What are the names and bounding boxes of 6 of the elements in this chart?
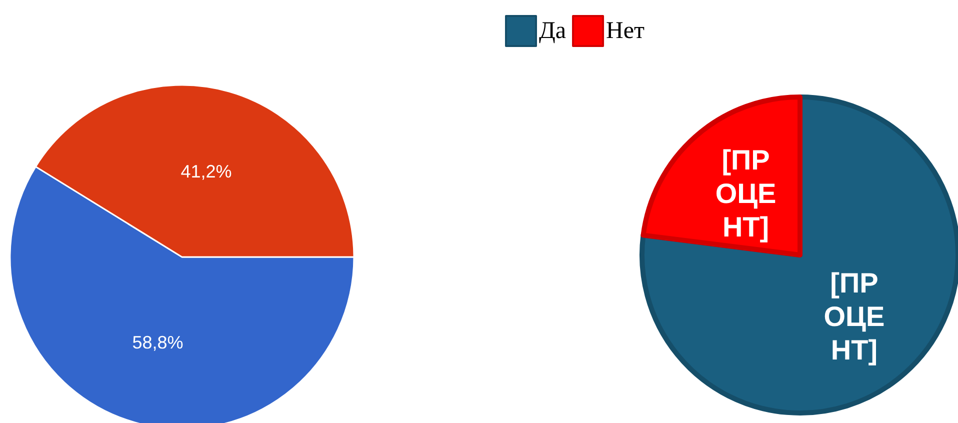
legend-label: Да [539, 18, 566, 44]
data-label: [ПРОЦЕНТ] [715, 144, 776, 243]
data-label: [ПРОЦЕНТ] [824, 267, 885, 366]
data-label: 58,8% [132, 332, 184, 353]
data-label: 41,2% [180, 161, 232, 182]
legend-label: Нет [606, 18, 646, 44]
